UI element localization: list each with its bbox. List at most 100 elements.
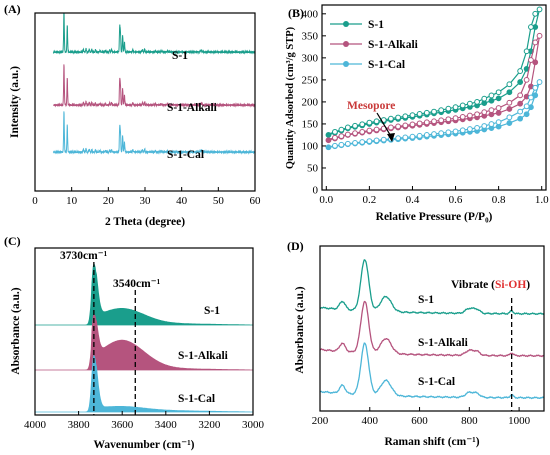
isotherm-point-s-1 [528,24,534,30]
isotherm-point-s-1-cal [481,123,488,129]
panel-c-xlabel: Wavenumber (cm⁻¹) [94,439,195,451]
peak-3540-label: 3540cm⁻¹ [113,278,160,290]
x-tick-label: 30 [140,195,152,207]
isotherm-point-s-1-cal [373,137,380,144]
panel-c-series-label-alkali: S-1-Alkali [178,350,229,362]
x-tick-label: 0.2 [363,194,377,206]
isotherm-point-s-1-cal [466,126,473,132]
panel-b-ylabel: Quantity Adsorbed (cm³/g STP) [285,26,296,169]
x-tick-label: 0.4 [406,194,420,206]
isotherm-point-s-1 [438,107,445,114]
isotherm-point-s-1 [459,102,466,109]
sioh-annotation: Vibrate (Si-OH) [451,279,530,291]
x-tick-label: 3000 [242,419,265,431]
isotherm-point-s-1-alkali [517,100,524,107]
isotherm-point-s-1-alkali [474,111,480,118]
isotherm-point-s-1-cal [395,135,402,142]
panel-c-label: (C) [4,234,21,248]
isotherm-point-s-1 [517,79,524,85]
isotherm-point-s-1 [359,121,366,128]
panel-b: 0.0 0.2 0.4 0.6 0.8 1.0 0 50 100 150 200 250 300 350 4… [285,4,549,223]
panel-a-series-label-s1: S-1 [172,50,188,62]
y-tick-label: 0 [313,185,319,197]
panel-c-ylabel: Absorbance (a.u.) [10,287,22,374]
raman-line-s-1 [320,259,544,316]
ftir-area-s-1-alkali [35,313,253,371]
isotherm-point-s-1-alkali [416,120,423,127]
isotherm-point-s-1-cal [352,139,358,146]
isotherm-point-s-1-cal [506,114,513,121]
x-tick-label: 1.0 [535,194,549,206]
isotherm-point-s-1-cal [474,124,480,131]
isotherm-point-s-1-cal [338,141,345,148]
raman-line-s-1-cal [320,342,544,400]
isotherm-point-s-1 [338,126,345,133]
isotherm-point-s-1-alkali [373,126,380,133]
isotherm-point-s-1-alkali [431,118,437,125]
mesopore-annotation: Mesopore [347,100,395,112]
panel-c-series-label-cal: S-1-Cal [178,393,215,405]
legend-marker-alkali [343,41,349,47]
isotherm-point-s-1 [373,118,380,125]
isotherm-point-s-1-cal [366,138,373,145]
isotherm-point-s-1 [488,92,495,99]
isotherm-point-s-1-alkali [366,127,373,134]
x-tick-label: 3200 [198,419,221,431]
isotherm-point-s-1 [506,81,513,88]
isotherm-point-s-1 [452,104,459,111]
isotherm-point-s-1-cal [332,142,338,149]
isotherm-point-s-1-alkali [523,76,530,83]
isotherm-point-s-1-alkali [352,130,358,137]
legend-label-s1: S-1 [368,19,384,31]
panel-a: 0 10 20 30 40 50 60 (A) 2 Theta (degree) Inten… [4,2,261,228]
y-tick-label: 50 [307,162,319,174]
isotherm-point-s-1-alkali [445,116,452,123]
isotherm-point-s-1-cal [488,121,495,127]
x-tick-label: 50 [213,195,225,207]
panel-a-label: (A) [4,2,21,16]
isotherm-point-s-1-cal [523,111,530,118]
y-tick-label: 150 [302,118,319,130]
isotherm-point-s-1 [409,112,416,119]
isotherm-point-s-1-cal [359,139,366,145]
isotherm-point-s-1-cal [495,119,502,126]
isotherm-point-s-1-cal [325,144,332,151]
panel-d: 200 400 600 800 1000 Vibrate (Si-OH) (D) Ram… [287,239,545,448]
x-tick-label: 3600 [111,419,134,431]
x-tick-label: 4000 [24,419,47,431]
isotherm-point-s-1 [352,122,358,129]
isotherm-point-s-1-alkali [506,99,513,106]
isotherm-point-s-1-cal [344,140,351,147]
isotherm-point-s-1 [366,119,373,126]
panel-c-series-label-s1: S-1 [204,305,220,317]
legend-label-cal: S-1-Cal [368,59,405,71]
sioh-annotation-prefix: Vibrate ( [451,279,495,291]
isotherm-point-s-1-alkali [338,133,345,140]
isotherm-point-s-1-cal [536,79,543,85]
isotherm-point-s-1-alkali [481,109,488,116]
isotherm-point-s-1 [536,6,543,13]
isotherm-point-s-1-alkali [517,92,524,99]
isotherm-point-s-1-cal [431,131,437,137]
isotherm-point-s-1 [423,109,430,116]
isotherm-point-s-1 [532,10,539,17]
isotherm-point-s-1-cal [517,115,524,122]
isotherm-point-s-1 [402,113,409,120]
isotherm-point-s-1 [416,111,423,117]
panel-a-xlabel: 2 Theta (degree) [105,216,185,228]
y-tick-label: 400 [302,8,319,20]
xrd-line-s-1-alkali [52,64,255,108]
isotherm-point-s-1-alkali [388,124,394,131]
xrd-line-s-1-cal [52,111,255,155]
isotherm-point-s-1-alkali [528,57,534,63]
isotherm-point-s-1-cal [402,134,409,141]
isotherm-point-s-1-cal [409,133,416,140]
x-tick-label: 0.6 [449,194,463,206]
panel-b-legend: S-1 S-1-Alkali S-1-Cal [330,19,419,71]
isotherm-point-s-1-cal [438,130,445,137]
isotherm-point-s-1 [466,100,473,107]
ftir-area-s-1 [35,263,253,326]
isotherm-point-s-1-alkali [495,110,502,116]
isotherm-point-s-1-cal [380,136,387,143]
